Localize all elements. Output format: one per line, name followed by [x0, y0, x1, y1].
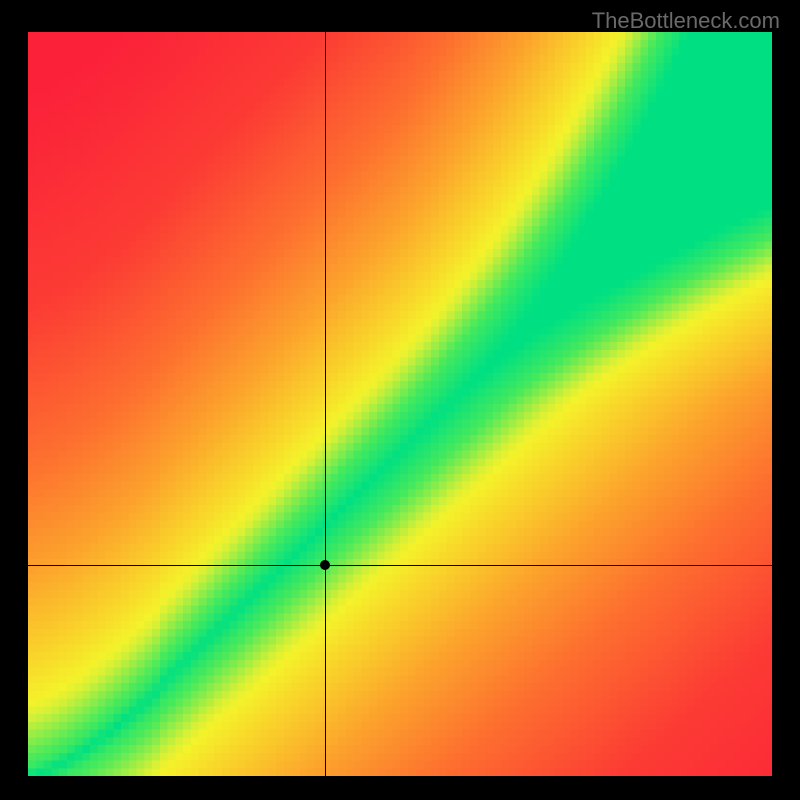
watermark-text: TheBottleneck.com [592, 8, 780, 34]
data-point-marker [320, 560, 330, 570]
heatmap-plot [28, 32, 772, 776]
heatmap-canvas [28, 32, 772, 776]
crosshair-vertical [325, 32, 326, 776]
crosshair-horizontal [28, 565, 772, 566]
